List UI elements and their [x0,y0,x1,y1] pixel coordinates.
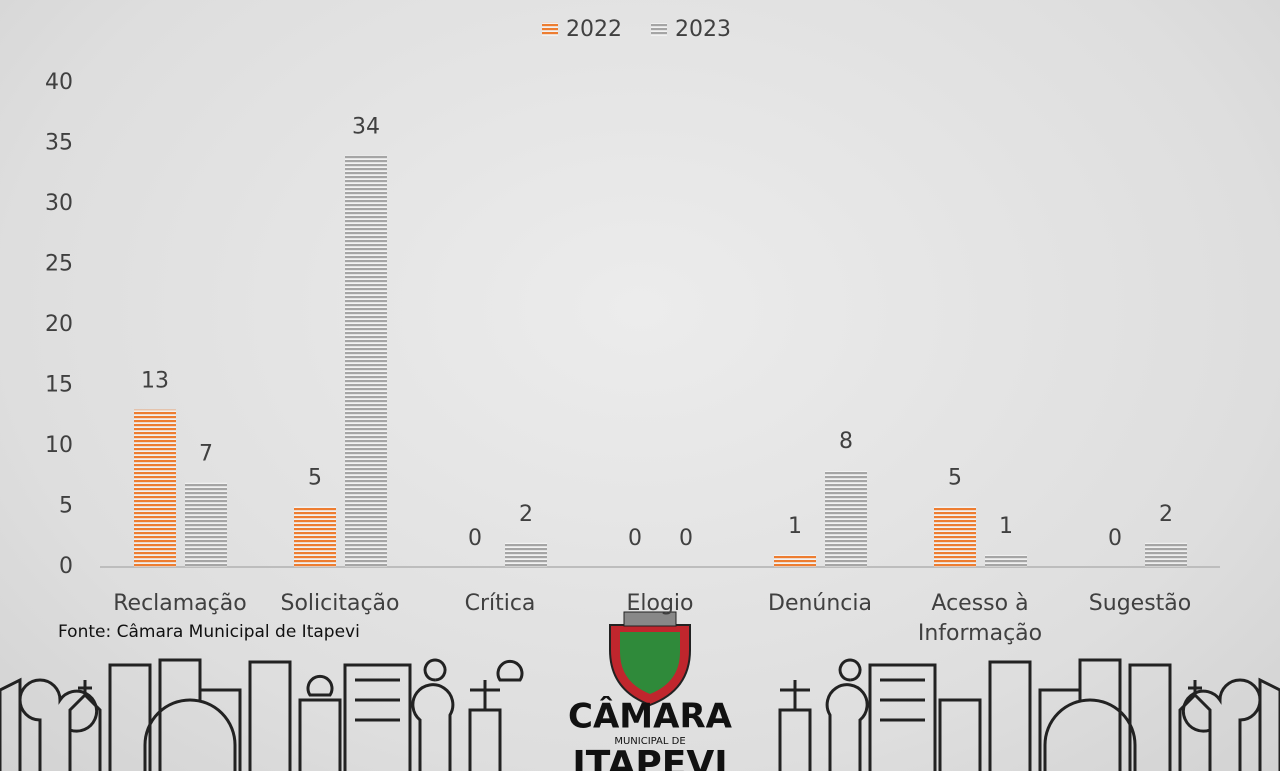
data-label: 0 [628,526,642,551]
x-tick-label: Solicitação [265,589,415,619]
bar [985,555,1027,567]
data-label: 34 [352,115,380,140]
data-label: 7 [199,441,213,466]
logo: CÂMARA MUNICIPAL DE ITAPEVI [568,612,733,771]
legend-label: 2022 [566,17,622,42]
data-label: 8 [839,429,853,454]
data-label: 13 [141,369,169,394]
chart: CÂMARA MUNICIPAL DE ITAPEVI 051015202530… [0,0,1280,771]
data-label: 0 [679,526,693,551]
y-tick-label: 10 [45,433,73,458]
bar [345,156,387,567]
data-label: 5 [308,466,322,491]
bar [294,507,336,568]
bar [774,555,816,567]
bar [825,470,867,567]
page: CÂMARA MUNICIPAL DE ITAPEVI 051015202530… [0,0,1280,771]
x-tick-label: Sugestão [1065,589,1215,619]
y-tick-label: 20 [45,312,73,337]
y-tick-label: 35 [45,131,73,156]
legend-label: 2023 [675,17,731,42]
data-label: 2 [1159,502,1173,527]
y-tick-label: 0 [59,554,73,579]
legend-swatch [542,22,558,36]
y-tick-label: 5 [59,494,73,519]
y-tick-label: 25 [45,252,73,277]
y-tick-label: 30 [45,191,73,216]
data-label: 0 [468,526,482,551]
bar [505,543,547,567]
data-label: 0 [1108,526,1122,551]
bar [1145,543,1187,567]
logo-name: ITAPEVI [572,744,727,771]
data-label: 1 [999,514,1013,539]
source-note: Fonte: Câmara Municipal de Itapevi [58,622,360,642]
x-tick-label: Reclamação [105,589,255,619]
bar [134,410,176,567]
data-label: 1 [788,514,802,539]
y-tick-label: 15 [45,373,73,398]
x-tick-label: Elogio [585,589,735,619]
x-tick-label: Crítica [425,589,575,619]
data-label: 2 [519,502,533,527]
legend-swatch [651,22,667,36]
bar [934,507,976,568]
bar [185,482,227,567]
x-tick-label: Acesso à Informação [905,589,1055,649]
data-label: 5 [948,466,962,491]
y-tick-label: 40 [45,70,73,95]
x-tick-label: Denúncia [745,589,895,619]
logo-title: CÂMARA [568,696,733,737]
